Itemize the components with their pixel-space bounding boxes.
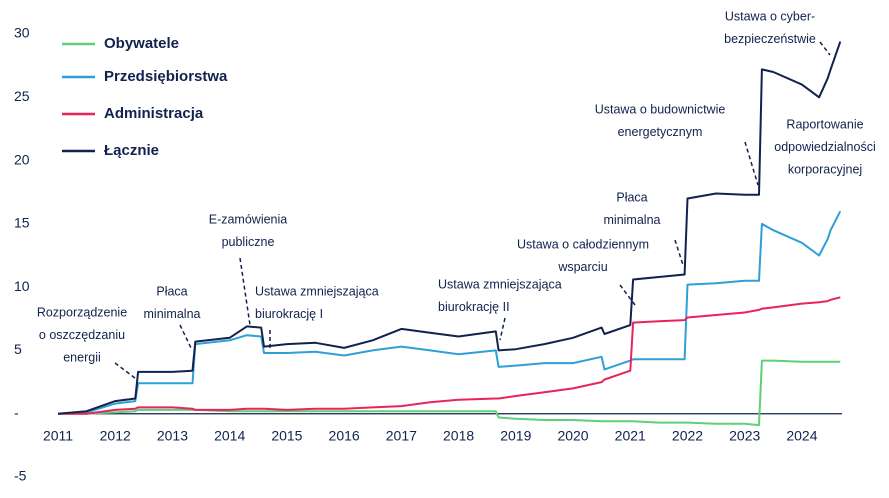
- annotation-pointer: [239, 257, 251, 326]
- legend-label: Obywatele: [104, 35, 179, 52]
- x-tick-label: 2019: [500, 428, 531, 444]
- annotation-pointer: [179, 324, 193, 351]
- annotation: odpowiedzialności: [774, 140, 875, 154]
- annotation: bezpieczeństwie: [724, 32, 816, 46]
- annotation: o oszczędzaniu: [39, 328, 125, 342]
- annotation-pointer: [744, 141, 759, 186]
- annotation: biurokrację I: [255, 307, 323, 321]
- annotation: Rozporządzenie: [37, 305, 127, 319]
- annotation: Ustawa o cyber-: [725, 9, 815, 23]
- annotation: energii: [63, 350, 101, 364]
- annotation: Ustawa o całodziennym: [517, 237, 649, 251]
- series-line: [58, 296, 841, 415]
- y-tick-label: 30: [14, 25, 30, 41]
- series-line: [57, 41, 842, 415]
- y-tick-label: 20: [14, 151, 30, 167]
- x-tick-label: 2021: [615, 428, 646, 444]
- annotation: energetycznym: [618, 125, 703, 139]
- annotation: biurokrację II: [438, 300, 510, 314]
- x-tick-label: 2015: [271, 428, 302, 444]
- x-tick-label: 2016: [329, 428, 360, 444]
- x-tick-label: 2024: [786, 428, 817, 444]
- annotation: Ustawa o budownictwie: [595, 102, 726, 116]
- legend-label: Przedsiębiorstwa: [104, 68, 228, 85]
- annotation-pointer: [114, 362, 136, 379]
- y-tick-label: -: [14, 404, 19, 420]
- x-tick-label: 2017: [386, 428, 417, 444]
- y-tick-label: 25: [14, 88, 30, 104]
- x-tick-label: 2023: [729, 428, 760, 444]
- annotation-pointer: [499, 317, 506, 341]
- annotation: wsparciu: [557, 260, 607, 274]
- y-tick-label: 10: [14, 278, 30, 294]
- y-tick-label: -5: [14, 468, 27, 484]
- annotation-pointer: [674, 239, 684, 266]
- series-line: [58, 359, 841, 427]
- x-tick-label: 2011: [43, 428, 73, 444]
- legend-label: Administracja: [104, 105, 204, 122]
- annotation: minimalna: [144, 307, 201, 321]
- x-tick-label: 2014: [214, 428, 245, 444]
- x-tick-label: 2022: [672, 428, 703, 444]
- annotation: Płaca: [616, 190, 647, 204]
- x-tick-label: 2013: [157, 428, 188, 444]
- annotation-pointer: [819, 41, 831, 56]
- y-tick-label: 5: [14, 341, 22, 357]
- annotation: publiczne: [222, 235, 275, 249]
- annotation: Ustawa zmniejszająca: [255, 284, 379, 298]
- annotation: Raportowanie: [786, 117, 863, 131]
- x-tick-label: 2020: [557, 428, 588, 444]
- annotation: Ustawa zmniejszająca: [438, 277, 562, 291]
- legend-label: Łącznie: [104, 142, 159, 159]
- x-tick-label: 2012: [100, 428, 131, 444]
- x-tick-label: 2018: [443, 428, 474, 444]
- annotation: Płaca: [156, 284, 187, 298]
- y-tick-label: 15: [14, 215, 30, 231]
- annotation: minimalna: [604, 213, 661, 227]
- annotation: korporacyjnej: [788, 162, 862, 176]
- annotation: E-zamówienia: [209, 212, 288, 226]
